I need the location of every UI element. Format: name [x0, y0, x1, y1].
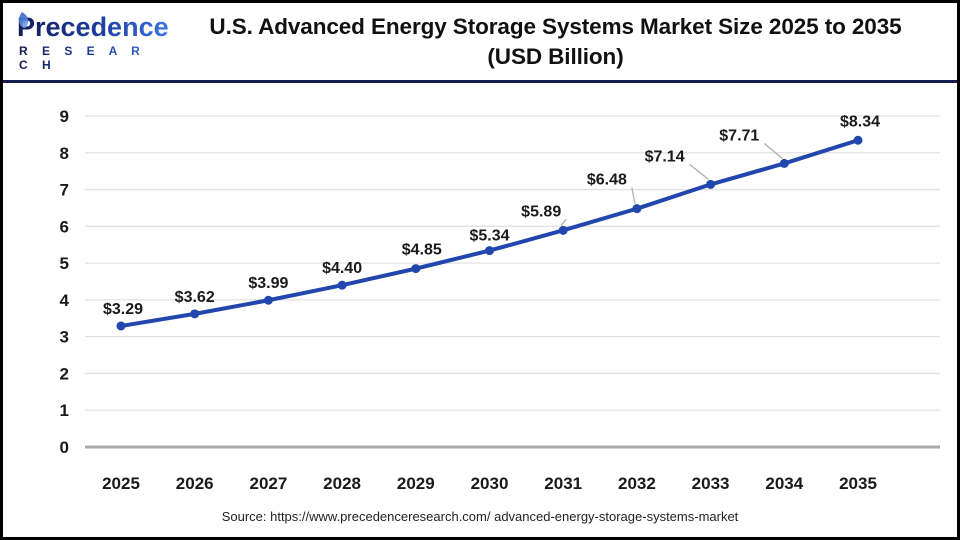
y-tick-label: 2 — [60, 364, 69, 383]
label-leader-line — [763, 142, 783, 159]
x-tick-label: 2030 — [471, 474, 509, 493]
data-point-label: $3.62 — [175, 289, 215, 306]
data-point — [632, 204, 642, 214]
data-point-label: $8.34 — [840, 113, 880, 130]
data-point — [706, 179, 716, 189]
data-point-label: $6.48 — [587, 172, 627, 189]
chart-title-line1: U.S. Advanced Energy Storage Systems Mar… — [209, 13, 902, 39]
data-point-label: $4.40 — [322, 260, 362, 277]
x-tick-label: 2032 — [618, 474, 656, 493]
data-point — [853, 135, 863, 145]
y-tick-label: 1 — [60, 401, 69, 420]
data-point — [116, 321, 126, 331]
data-point — [190, 309, 200, 319]
brand-name: Precedence — [17, 11, 169, 42]
label-leader-line — [689, 163, 710, 180]
x-tick-label: 2033 — [692, 474, 730, 493]
x-tick-label: 2035 — [839, 474, 877, 493]
data-point — [411, 264, 421, 274]
brand-logo: Precedence R E S E A R C H — [3, 11, 169, 72]
label-leader-line — [631, 187, 636, 204]
data-point-label: $3.99 — [248, 275, 288, 292]
y-tick-label: 3 — [60, 328, 69, 347]
data-point-label: $5.34 — [469, 228, 509, 245]
header: Precedence R E S E A R C H U.S. Advanced… — [3, 3, 957, 83]
y-tick-label: 9 — [60, 107, 69, 126]
data-point — [485, 246, 494, 256]
data-point — [558, 225, 568, 235]
data-point-label: $5.89 — [521, 203, 561, 220]
x-tick-label: 2027 — [249, 474, 287, 493]
data-point-label: $3.29 — [103, 301, 143, 318]
data-point — [263, 295, 273, 305]
chart-title: U.S. Advanced Energy Storage Systems Mar… — [168, 12, 957, 72]
data-point-label: $4.85 — [402, 242, 442, 259]
brand-subname: R E S E A R C H — [17, 44, 168, 72]
chart-title-line2: (USD Billion) — [487, 43, 624, 69]
data-point — [779, 158, 789, 168]
label-leader-line — [560, 218, 567, 226]
y-tick-label: 7 — [60, 181, 69, 200]
data-point-label: $7.14 — [645, 148, 685, 165]
x-tick-label: 2028 — [323, 474, 361, 493]
x-tick-label: 2034 — [765, 474, 803, 493]
chart-area: 0 1 2 3 4 5 6 7 8 9 2025 2026 2027 2028 2029 2030 2031 20… — [3, 83, 957, 507]
line-chart: 0 1 2 3 4 5 6 7 8 9 2025 2026 2027 2028 2029 2030 2031 20… — [60, 107, 940, 493]
data-point — [337, 280, 347, 290]
x-tick-label: 2029 — [397, 474, 435, 493]
y-tick-label: 4 — [60, 291, 70, 310]
y-tick-label: 8 — [60, 144, 69, 163]
data-point-label: $7.71 — [719, 127, 759, 144]
y-tick-label: 6 — [60, 217, 69, 236]
x-tick-label: 2031 — [544, 474, 582, 493]
y-tick-label: 5 — [60, 254, 69, 273]
x-tick-label: 2025 — [102, 474, 140, 493]
y-tick-label: 0 — [60, 438, 69, 457]
source-citation: Source: https://www.precedenceresearch.c… — [221, 509, 739, 524]
x-tick-label: 2026 — [176, 474, 214, 493]
